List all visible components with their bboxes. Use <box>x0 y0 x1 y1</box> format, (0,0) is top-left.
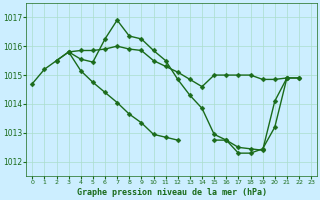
X-axis label: Graphe pression niveau de la mer (hPa): Graphe pression niveau de la mer (hPa) <box>77 188 267 197</box>
